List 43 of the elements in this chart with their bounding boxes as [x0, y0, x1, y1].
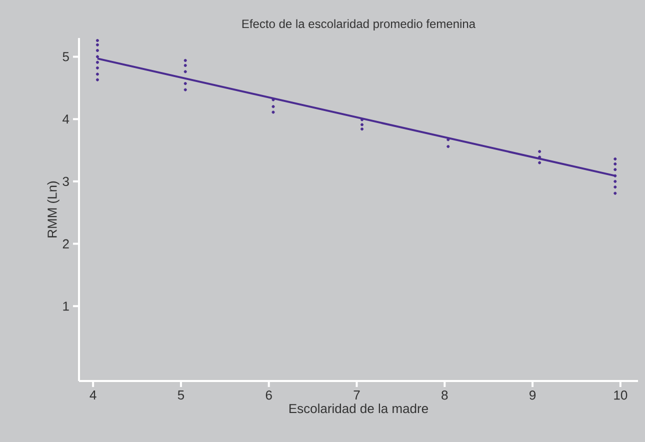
point: [614, 162, 617, 166]
y-tick-label: 5: [62, 52, 69, 62]
y-tick-label: 2: [62, 239, 69, 248]
point: [184, 64, 187, 67]
point: [360, 128, 364, 131]
point: [96, 48, 99, 52]
x-axis-title: Escolaridad de la madre: [289, 404, 428, 414]
chart-title: Efecto de la escolaridad promedio femenina: [242, 19, 476, 30]
point: [446, 138, 450, 142]
y-axis-title: RMM (Ln): [47, 181, 60, 238]
point: [614, 174, 617, 178]
point: [184, 82, 187, 86]
y-tick-label: 3: [62, 176, 69, 186]
point: [96, 78, 99, 82]
point: [614, 180, 617, 183]
point: [96, 72, 99, 76]
x-tick-label: 6: [266, 390, 272, 400]
point: [272, 105, 275, 108]
point: [96, 60, 99, 64]
point: [614, 157, 617, 160]
point: [184, 58, 187, 62]
point: [184, 88, 187, 92]
point: [272, 110, 275, 114]
point: [96, 43, 99, 46]
point: [446, 145, 450, 148]
x-tick-label: 5: [178, 390, 184, 400]
point: [538, 161, 542, 164]
x-tick-label: 7: [354, 390, 360, 400]
point: [96, 55, 99, 58]
point: [538, 150, 542, 153]
x-tick-label: 9: [530, 390, 536, 400]
point: [614, 168, 617, 172]
point: [614, 186, 617, 189]
point: [96, 66, 99, 70]
x-tick-label: 4: [90, 390, 96, 400]
point: [360, 123, 364, 126]
x-tick-label: 8: [442, 390, 448, 400]
point: [184, 70, 187, 74]
point: [96, 38, 99, 42]
x-tick-label: 10: [614, 390, 628, 400]
point: [614, 192, 617, 195]
y-tick-label: 1: [63, 302, 69, 311]
y-tick-label: 4: [62, 114, 70, 124]
